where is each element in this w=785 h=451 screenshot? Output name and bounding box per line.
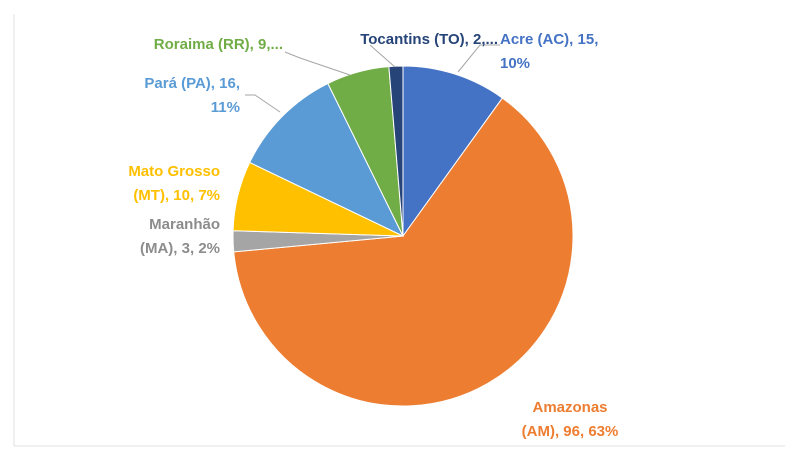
slice [249,82,405,238]
data-label: 10% [500,55,530,72]
slice [233,97,574,407]
data-label: Roraima (RR), 9,... [154,36,283,53]
data-label: (MA), 3, 2% [140,240,220,257]
leader-line [369,44,396,68]
data-label: Pará (PA), 16, [144,75,240,92]
data-label: 11% [211,99,240,116]
data-label: (AM), 96, 63% [522,423,619,440]
slice [402,65,504,238]
slice [388,65,404,237]
leader-lines [245,44,500,113]
leader-line [284,51,351,76]
labels: Acre (AC), 15, 10% Amazonas (AM), 96, 63% Ma… [128,31,618,440]
leader-line [457,44,500,73]
data-label: Maranhão [149,216,220,233]
slices [232,65,574,407]
data-label: Mato Grosso [128,163,220,180]
data-label: (MT), 10, 7% [133,187,220,204]
data-label: Amazonas [532,399,607,416]
data-label: Acre (AC), 15, [500,31,598,48]
data-label: Tocantins (TO), 2,... [360,31,498,48]
leader-line [245,94,281,113]
